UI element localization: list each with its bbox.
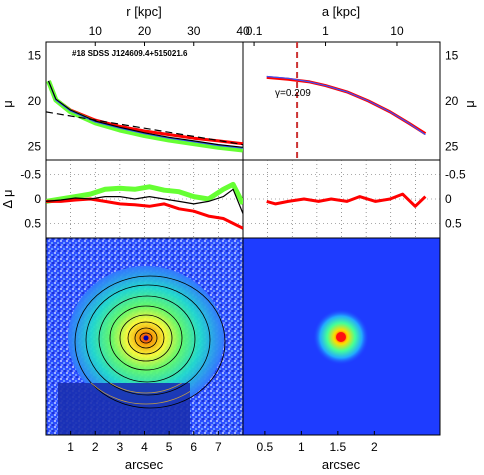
top-right-tick-label: 10	[390, 24, 404, 38]
dmu-tick-label-right: -0.5	[445, 168, 466, 182]
residual-left-series-red	[46, 197, 243, 230]
top-left-tick-label: 20	[138, 24, 152, 38]
object-label: #18 SDSS J124609.4+515021.6	[72, 49, 188, 58]
dmu-tick-label-left: -0.5	[20, 168, 41, 182]
panel-top-right	[242, 41, 441, 161]
mu-tick-label-right: 25	[445, 139, 459, 153]
bottom-left-tick-label: 2	[92, 440, 99, 454]
mu-tick-label-left: 20	[28, 94, 42, 108]
residual-left-series-green	[46, 181, 243, 206]
mu-label-right: μ	[462, 100, 477, 108]
top-left-tick-label: 10	[89, 24, 103, 38]
dmu-tick-label-left: 0.5	[24, 216, 41, 230]
surface-brightness-profile-series-black-dashed	[46, 111, 243, 146]
bottom-right-xlabel: arcsec	[322, 457, 361, 472]
top-left-tick-label: 40	[236, 24, 250, 38]
top-right-tick-label: 1	[322, 24, 329, 38]
bottom-right-tick-label: 1.5	[330, 440, 347, 454]
bottom-left-tick-label: 6	[190, 440, 197, 454]
dmu-tick-label-right: 0.5	[445, 216, 462, 230]
data-layer	[46, 42, 427, 230]
dmu-tick-label-right: 0	[445, 192, 452, 206]
bottom-right-tick-label: 0.5	[257, 440, 274, 454]
bottom-left-tick-label: 7	[215, 440, 222, 454]
residual-left-series-black	[46, 188, 243, 214]
bottom-left-tick-label: 1	[67, 440, 74, 454]
dmu-tick-label-left: 0	[34, 192, 41, 206]
bottom-left-xlabel: arcsec	[125, 457, 164, 472]
gamma-label: γ=0.209	[275, 88, 311, 99]
top-left-xlabel: r [kpc]	[126, 4, 161, 19]
residual-right-series-red	[266, 192, 427, 208]
bottom-right-tick-label: 2	[371, 440, 378, 454]
psf-image-panel	[243, 238, 440, 435]
top-right-xlabel: a [kpc]	[322, 4, 360, 19]
panel-top-left	[45, 41, 244, 161]
panel-mid-right	[242, 159, 441, 239]
top-left-tick-label: 30	[187, 24, 201, 38]
top-right-tick-label: 0.1	[246, 24, 263, 38]
galaxy-image-panel	[46, 238, 243, 435]
mask-region	[58, 383, 190, 435]
bottom-left-tick-label: 3	[117, 440, 124, 454]
bottom-right-tick-label: 1	[298, 440, 305, 454]
dmu-label: Δ μ	[0, 189, 15, 208]
profile-vs-a-series-blue	[266, 75, 426, 136]
grid-layer	[46, 160, 440, 238]
mu-tick-label-left: 15	[28, 49, 42, 63]
mu-tick-label-right: 20	[445, 94, 459, 108]
mu-tick-label-left: 25	[28, 139, 42, 153]
mu-tick-label-right: 15	[445, 49, 459, 63]
surface-brightness-profile-series-black	[47, 80, 243, 148]
bottom-left-tick-label: 4	[141, 440, 148, 454]
mu-label-left: μ	[0, 100, 15, 108]
surface-brightness-profile-series-blue	[47, 80, 243, 149]
bottom-left-tick-label: 5	[166, 440, 173, 454]
